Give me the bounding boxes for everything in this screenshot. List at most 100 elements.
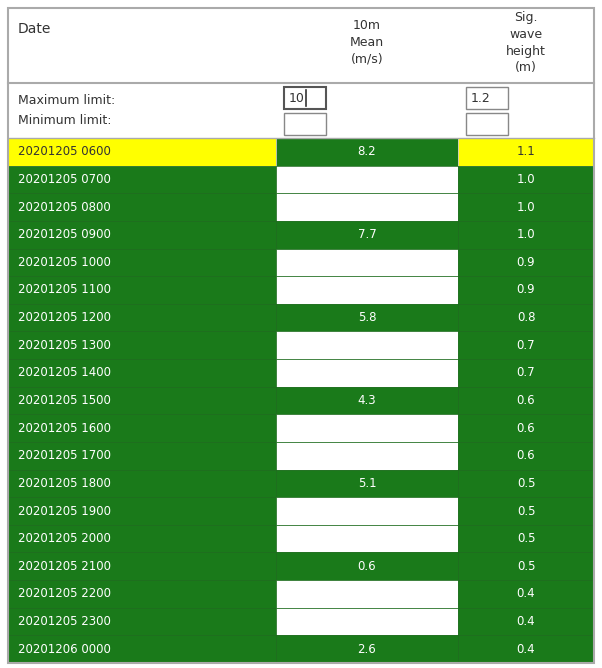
Bar: [8, 304, 276, 331]
Bar: [276, 525, 458, 552]
Bar: [458, 138, 594, 166]
Text: 0.8: 0.8: [517, 311, 535, 324]
Text: 2.6: 2.6: [358, 643, 376, 656]
Text: 0.6: 0.6: [358, 560, 376, 572]
Text: 20201205 1000: 20201205 1000: [18, 256, 111, 269]
Bar: [458, 580, 594, 608]
Bar: [8, 635, 276, 663]
Bar: [8, 8, 594, 83]
Text: 1.0: 1.0: [517, 200, 535, 214]
Bar: [8, 442, 276, 470]
Text: 20201205 1500: 20201205 1500: [18, 394, 111, 407]
Bar: [458, 166, 594, 193]
Bar: [458, 525, 594, 552]
Bar: [276, 166, 458, 193]
Text: 20201205 1700: 20201205 1700: [18, 450, 111, 462]
Text: 20201205 1600: 20201205 1600: [18, 422, 111, 435]
Bar: [276, 635, 458, 663]
Bar: [276, 608, 458, 635]
Bar: [276, 221, 458, 248]
Text: 20201205 0900: 20201205 0900: [18, 228, 111, 241]
Bar: [458, 470, 594, 497]
Text: 0.6: 0.6: [517, 422, 535, 435]
Bar: [458, 221, 594, 248]
Text: Minimum limit:: Minimum limit:: [18, 114, 111, 127]
Bar: [276, 442, 458, 470]
Text: 0.5: 0.5: [517, 477, 535, 490]
Text: 20201205 1800: 20201205 1800: [18, 477, 111, 490]
Bar: [8, 387, 276, 414]
Bar: [276, 359, 458, 387]
Bar: [8, 221, 276, 248]
Bar: [276, 580, 458, 608]
Bar: [466, 88, 508, 110]
Bar: [8, 525, 276, 552]
Text: 0.5: 0.5: [517, 504, 535, 518]
Bar: [284, 113, 326, 135]
Bar: [8, 608, 276, 635]
Text: 20201205 1900: 20201205 1900: [18, 504, 111, 518]
Text: 10: 10: [289, 92, 305, 105]
Text: Date: Date: [18, 22, 51, 36]
Text: 10m
Mean
(m/s): 10m Mean (m/s): [350, 19, 384, 66]
Bar: [8, 166, 276, 193]
Text: 7.7: 7.7: [358, 228, 376, 241]
Text: 0.5: 0.5: [517, 560, 535, 572]
Bar: [458, 193, 594, 221]
Bar: [458, 497, 594, 525]
Text: 20201205 1300: 20201205 1300: [18, 339, 111, 352]
Text: 0.9: 0.9: [517, 256, 535, 269]
Bar: [458, 608, 594, 635]
Bar: [458, 359, 594, 387]
Text: 20201205 2100: 20201205 2100: [18, 560, 111, 572]
Bar: [8, 138, 276, 166]
Bar: [8, 580, 276, 608]
Bar: [276, 193, 458, 221]
Bar: [458, 276, 594, 304]
Text: 1.0: 1.0: [517, 228, 535, 241]
Text: 0.5: 0.5: [517, 532, 535, 545]
Text: 5.1: 5.1: [358, 477, 376, 490]
Bar: [458, 248, 594, 276]
Text: 20201205 1200: 20201205 1200: [18, 311, 111, 324]
Bar: [276, 470, 458, 497]
Text: 20201205 2300: 20201205 2300: [18, 615, 111, 628]
Bar: [458, 414, 594, 442]
Bar: [276, 331, 458, 359]
Bar: [276, 276, 458, 304]
Bar: [8, 414, 276, 442]
Text: 0.7: 0.7: [517, 366, 535, 379]
Text: 1.2: 1.2: [471, 92, 491, 105]
Text: 20201205 0600: 20201205 0600: [18, 146, 111, 158]
Bar: [8, 359, 276, 387]
Text: 0.4: 0.4: [517, 587, 535, 601]
Text: 20201205 1400: 20201205 1400: [18, 366, 111, 379]
Text: 8.2: 8.2: [358, 146, 376, 158]
Text: 20201205 2200: 20201205 2200: [18, 587, 111, 601]
Bar: [466, 113, 508, 135]
Bar: [276, 387, 458, 414]
Text: 0.6: 0.6: [517, 450, 535, 462]
Bar: [8, 552, 276, 580]
Bar: [276, 304, 458, 331]
Bar: [284, 88, 326, 110]
Bar: [276, 552, 458, 580]
Bar: [458, 304, 594, 331]
Bar: [458, 635, 594, 663]
Text: 0.7: 0.7: [517, 339, 535, 352]
Text: 20201205 1100: 20201205 1100: [18, 283, 111, 297]
Bar: [458, 387, 594, 414]
Bar: [276, 138, 458, 166]
Text: Maximum limit:: Maximum limit:: [18, 94, 115, 107]
Text: 1.1: 1.1: [517, 146, 535, 158]
Text: 0.4: 0.4: [517, 615, 535, 628]
Bar: [458, 331, 594, 359]
Text: 20201205 0800: 20201205 0800: [18, 200, 111, 214]
Bar: [8, 193, 276, 221]
Bar: [276, 248, 458, 276]
Text: 0.4: 0.4: [517, 643, 535, 656]
Bar: [8, 497, 276, 525]
Bar: [8, 331, 276, 359]
Bar: [8, 276, 276, 304]
Text: 20201205 2000: 20201205 2000: [18, 532, 111, 545]
